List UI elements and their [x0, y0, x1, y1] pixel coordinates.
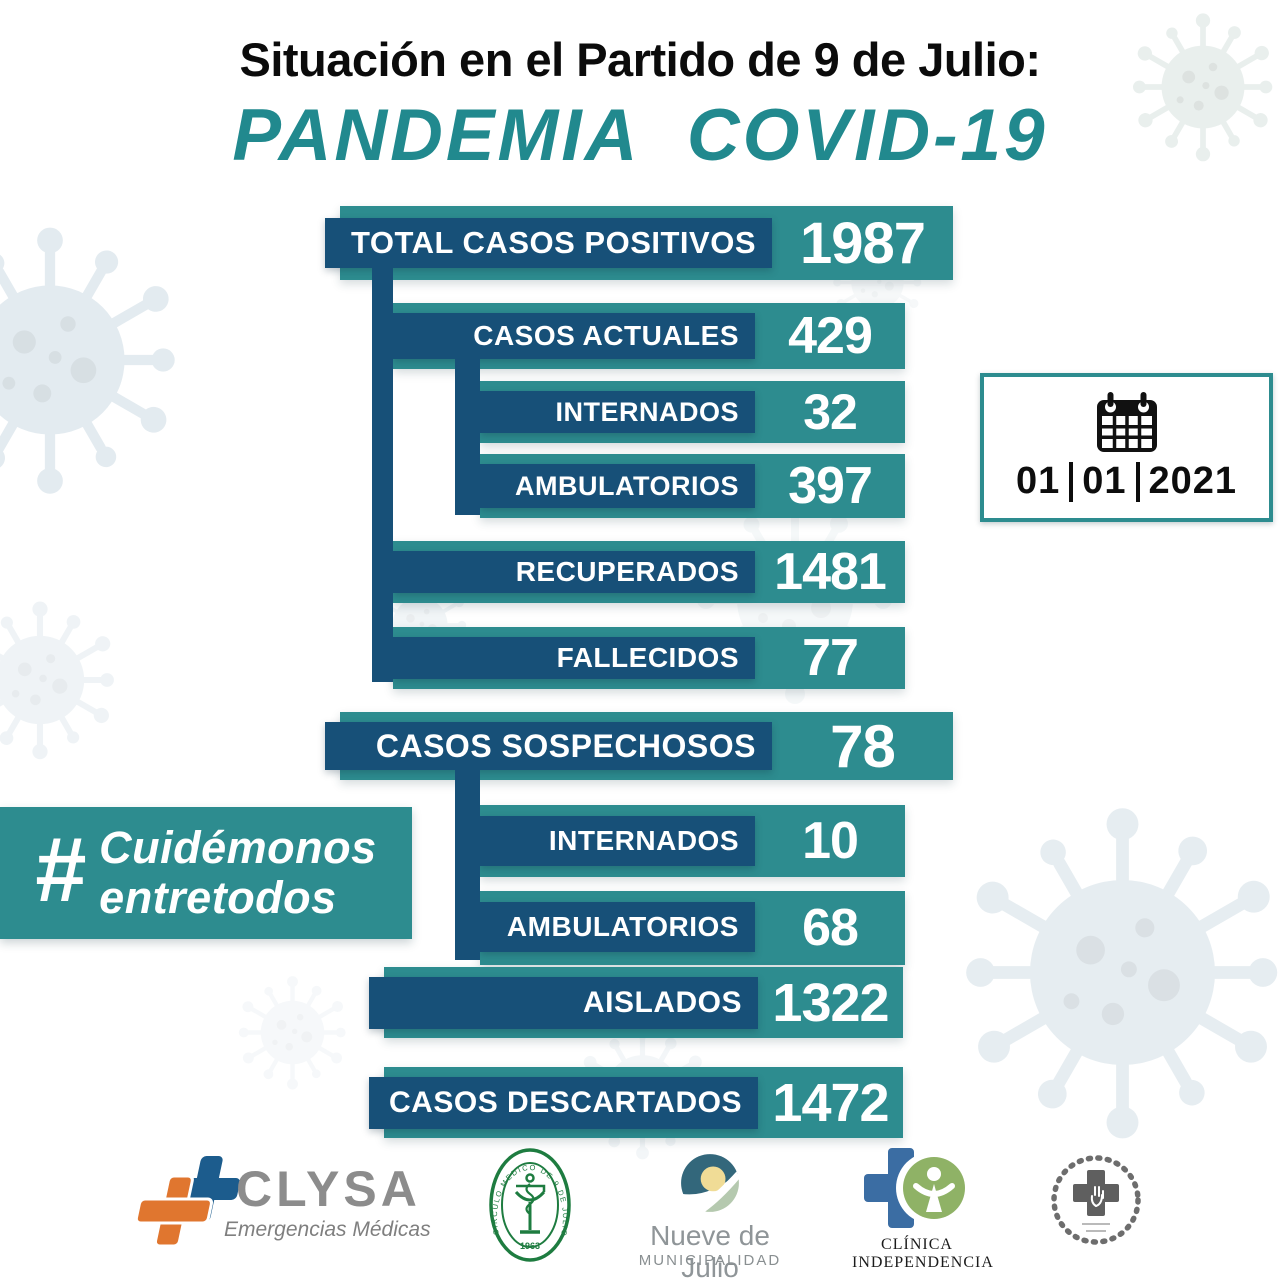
stat-label: AMBULATORIOS — [506, 911, 739, 942]
logo-circulo-medico: CIRCULO MEDICO DE 9 DE JULIO 1963 — [488, 1146, 572, 1264]
campaign-line2: entretodos — [99, 872, 337, 923]
page-subtitle: PANDEMIA COVID-19 — [232, 95, 1048, 176]
stat-value: 10 — [802, 812, 859, 870]
date-separator — [1069, 461, 1074, 502]
date-separator — [1135, 461, 1140, 502]
stat-row-aislados: AISLADOS 1322 — [369, 967, 903, 1038]
campaign-banner: # Cuidémonos entretodos — [0, 807, 412, 939]
date-day: 01 — [1015, 460, 1061, 502]
municipalidad-icon — [681, 1154, 739, 1212]
hashtag-icon: # — [34, 818, 86, 921]
stat-value: 68 — [802, 899, 859, 957]
stat-value: 397 — [788, 457, 873, 515]
calendar-icon — [1096, 392, 1157, 452]
municipalidad-name: Nueve de Julio — [650, 1220, 770, 1283]
stat-value: 429 — [788, 307, 873, 365]
stat-row-ambulatorios-actuales: AMBULATORIOS 397 — [480, 454, 905, 518]
stat-label: INTERNADOS — [548, 825, 739, 856]
clinica-name: CLÍNICA INDEPENDENCIA — [852, 1236, 994, 1271]
stamp-hand-icon — [1090, 1186, 1104, 1207]
virus-watermark — [966, 808, 1278, 1139]
report-date: 01 01 2021 — [1016, 460, 1237, 503]
logo-stamp — [1048, 1150, 1144, 1250]
stat-row-internados-sospechosos: INTERNADOS 10 — [480, 805, 905, 877]
logo-municipalidad: Nueve de Julio MUNICIPALIDAD — [635, 1150, 785, 1283]
date-year: 2021 — [1148, 460, 1238, 502]
stat-label: INTERNADOS — [555, 396, 739, 427]
clinica-icon — [864, 1148, 968, 1228]
stat-label: TOTAL CASOS POSITIVOS — [351, 225, 756, 260]
stat-row-descartados: CASOS DESCARTADOS 1472 — [369, 1067, 903, 1138]
date-month: 01 — [1082, 460, 1127, 502]
stat-row-sospechosos: CASOS SOSPECHOSOS 78 — [325, 712, 953, 780]
stat-value: 1472 — [772, 1072, 889, 1133]
stat-label: AMBULATORIOS — [515, 470, 739, 501]
report-date-box: 01 01 2021 — [980, 373, 1273, 522]
stat-label: CASOS DESCARTADOS — [389, 1086, 742, 1119]
stat-label: CASOS ACTUALES — [473, 320, 739, 351]
stat-value: 1481 — [774, 543, 887, 601]
stat-label: FALLECIDOS — [556, 642, 739, 673]
logo-clysa: CLYSA Emergencias Médicas — [132, 1152, 432, 1264]
stat-value: 78 — [830, 712, 896, 780]
virus-watermark — [238, 976, 346, 1090]
stat-row-ambulatorios-sospechosos: AMBULATORIOS 68 — [480, 891, 905, 965]
stat-value: 1987 — [799, 210, 926, 276]
stat-row-recuperados: RECUPERADOS 1481 — [393, 541, 905, 603]
stat-label: AISLADOS — [582, 986, 742, 1019]
stat-row-fallecidos: FALLECIDOS 77 — [393, 627, 905, 689]
municipalidad-subtitle: MUNICIPALIDAD — [638, 1252, 782, 1269]
circulo-year: 1963 — [520, 1241, 540, 1251]
virus-watermark — [0, 601, 114, 760]
connector-casos-actuales — [455, 356, 480, 515]
stat-value: 32 — [803, 384, 858, 440]
stat-row-total-positivos: TOTAL CASOS POSITIVOS 1987 — [325, 206, 953, 280]
clysa-cross-icon — [134, 1156, 240, 1248]
logo-clinica-independencia: CLÍNICA INDEPENDENCIA — [852, 1148, 993, 1271]
virus-watermark — [0, 227, 175, 494]
clysa-name: CLYSA — [236, 1161, 421, 1217]
connector-sospechosos — [455, 768, 480, 960]
stat-label: CASOS SOSPECHOSOS — [375, 727, 756, 764]
campaign-text: Cuidémonos entretodos — [99, 821, 377, 924]
stat-label: RECUPERADOS — [515, 556, 739, 587]
clysa-tagline: Emergencias Médicas — [224, 1218, 431, 1241]
campaign-line1: Cuidémonos — [99, 821, 377, 873]
stat-value: 1322 — [772, 972, 889, 1033]
caduceus-cup-icon — [514, 1173, 546, 1234]
stat-value: 77 — [802, 629, 859, 687]
connector-total — [372, 266, 393, 682]
stat-row-internados-actuales: INTERNADOS 32 — [480, 381, 905, 443]
page-title: Situación en el Partido de 9 de Julio: — [239, 33, 1041, 86]
